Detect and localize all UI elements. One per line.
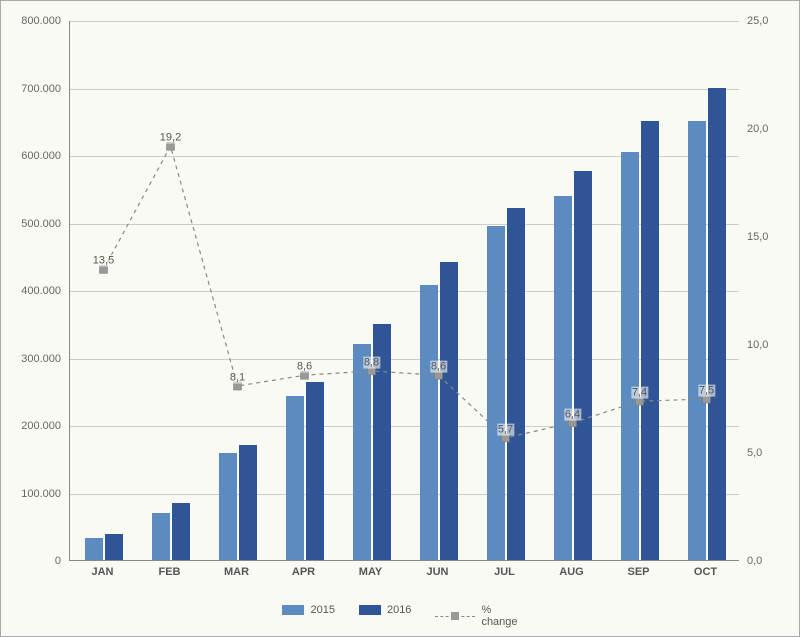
y-left-tick: 700.000 — [1, 83, 61, 95]
y-right-tick: 5,0 — [747, 447, 787, 459]
x-tick-label: JUL — [494, 566, 515, 578]
line-data-label: 8,6 — [430, 361, 447, 373]
line-data-label: 5,7 — [497, 423, 514, 435]
x-tick-label: JAN — [91, 566, 113, 578]
y-left-tick: 400.000 — [1, 285, 61, 297]
y-left-tick: 600.000 — [1, 150, 61, 162]
line-data-label: 7,4 — [631, 387, 648, 399]
line-data-label: 19,2 — [159, 132, 182, 144]
legend-marker-icon — [451, 612, 459, 620]
legend-item-2016: 2016 — [359, 604, 411, 616]
x-tick-label: FEB — [159, 566, 181, 578]
plot-area: 13,5 19,2 8,1 8,6 8,8 8,6 5,7 6,4 7,4 7,5 — [69, 21, 739, 561]
legend-line-icon — [435, 611, 475, 621]
legend-swatch-2015 — [282, 605, 304, 615]
x-tick-label: JUN — [426, 566, 448, 578]
line-series-layer — [70, 21, 739, 560]
legend-label-pct: % change — [481, 604, 517, 628]
legend-item-2015: 2015 — [282, 604, 334, 616]
legend: 2015 2016 % change — [1, 604, 799, 628]
y-left-tick: 300.000 — [1, 353, 61, 365]
y-left-tick: 100.000 — [1, 488, 61, 500]
x-tick-label: SEP — [627, 566, 649, 578]
line-data-label: 8,6 — [296, 361, 313, 373]
pct-change-line — [104, 146, 707, 438]
y-left-tick: 200.000 — [1, 420, 61, 432]
y-right-tick: 0,0 — [747, 555, 787, 567]
legend-swatch-2016 — [359, 605, 381, 615]
line-data-label: 8,1 — [229, 372, 246, 384]
line-data-label: 6,4 — [564, 408, 581, 420]
x-tick-label: OCT — [694, 566, 717, 578]
y-right-tick: 10,0 — [747, 339, 787, 351]
y-left-tick: 500.000 — [1, 218, 61, 230]
line-data-label: 8,8 — [363, 357, 380, 369]
x-tick-label: MAR — [224, 566, 249, 578]
y-left-tick: 0 — [1, 555, 61, 567]
x-tick-label: APR — [292, 566, 315, 578]
y-right-tick: 15,0 — [747, 231, 787, 243]
y-right-tick: 25,0 — [747, 15, 787, 27]
line-data-label: 7,5 — [698, 385, 715, 397]
legend-label-2016: 2016 — [387, 604, 411, 616]
line-data-label: 13,5 — [92, 255, 115, 267]
y-left-tick: 800.000 — [1, 15, 61, 27]
legend-item-pct: % change — [435, 604, 517, 628]
x-tick-label: AUG — [559, 566, 583, 578]
y-right-tick: 20,0 — [747, 123, 787, 135]
legend-label-2015: 2015 — [310, 604, 334, 616]
x-tick-label: MAY — [359, 566, 382, 578]
chart-container: 0 100.000 200.000 300.000 400.000 500.000 600.… — [0, 0, 800, 637]
